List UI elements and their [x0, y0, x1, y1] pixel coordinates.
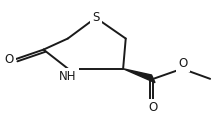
- Text: O: O: [149, 101, 158, 114]
- Text: O: O: [179, 57, 188, 70]
- Text: O: O: [5, 53, 14, 66]
- Text: S: S: [92, 11, 99, 24]
- Text: NH: NH: [59, 70, 77, 83]
- Polygon shape: [123, 69, 155, 83]
